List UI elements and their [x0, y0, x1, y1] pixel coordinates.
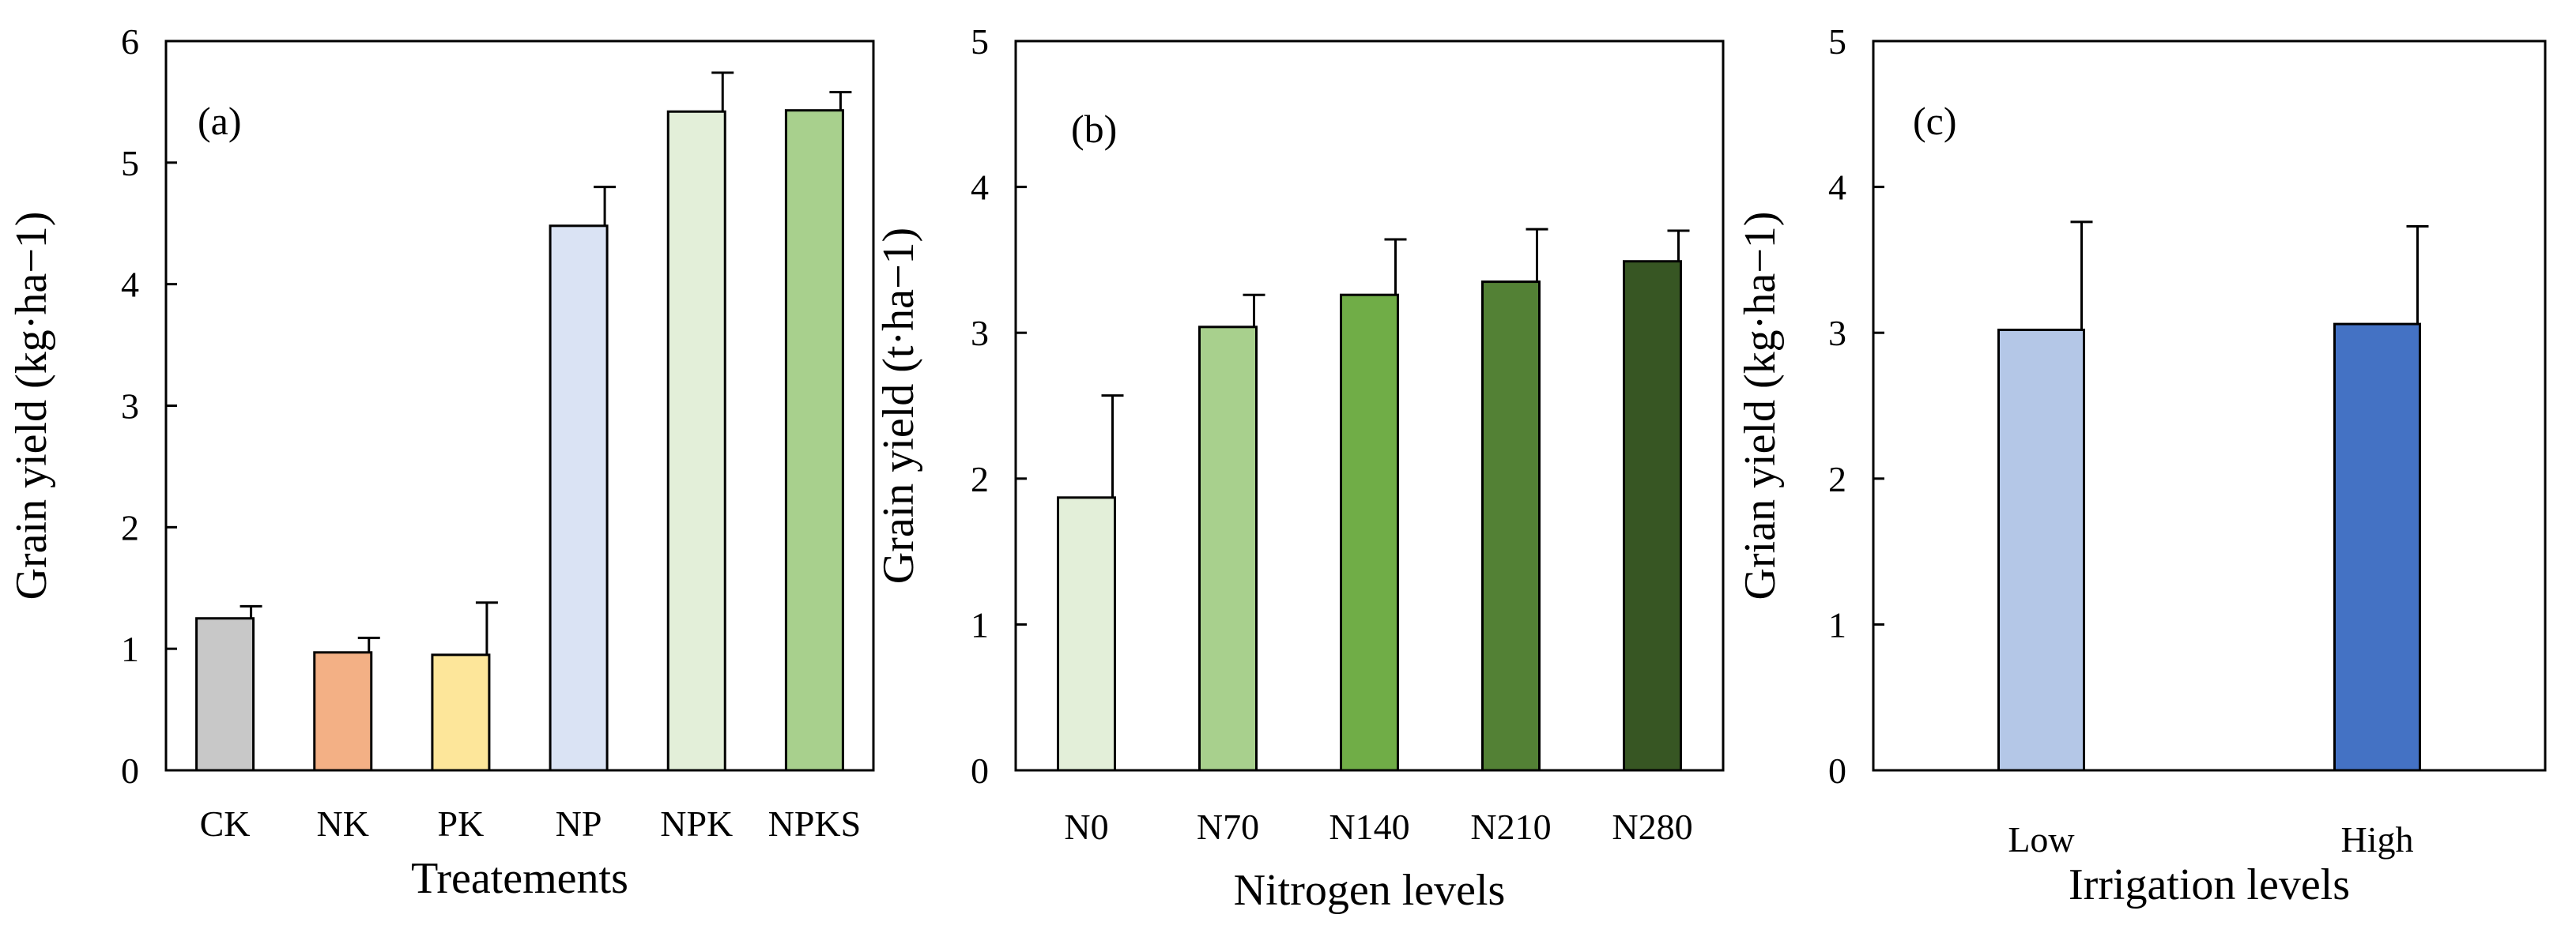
y-tick-label: 1 [971, 604, 989, 645]
x-tick-label: NPK [660, 803, 733, 844]
y-tick-label: 6 [121, 21, 139, 62]
panel-1: 0 1 2 3 4 5 6 CK NK PK NP NPK NPKS Treatements Grain y… [7, 21, 875, 903]
bar-np [549, 224, 609, 772]
panel-label: (c) [1913, 99, 1957, 143]
y-tick-label: 1 [1828, 604, 1846, 645]
x-tick-label: N140 [1329, 807, 1409, 847]
bar-n70 [1198, 326, 1258, 772]
x-axis-title: Nitrogen levels [1234, 866, 1506, 915]
x-tick-label: N70 [1197, 807, 1259, 847]
y-tick-label: 2 [121, 507, 139, 548]
panel-label: (a) [198, 99, 242, 143]
x-axis-title: Treatements [411, 854, 628, 903]
plot-frame [1014, 40, 1725, 772]
y-tick-label: 0 [121, 751, 139, 791]
y-tick-label: 0 [1828, 751, 1846, 791]
y-tick-label: 3 [121, 386, 139, 427]
plot-frame [1872, 40, 2547, 772]
bar-npks [784, 109, 844, 772]
y-tick-label: 3 [1828, 313, 1846, 353]
y-axis-title: Grain yield (t·ha−1) [874, 228, 923, 584]
panel-2: 0 1 2 3 4 5 N0 N70 N140 N210 N280 Nitrogen levels Gr… [874, 21, 1725, 915]
x-tick-label: PK [438, 803, 485, 844]
y-tick-label: 2 [1828, 459, 1846, 499]
y-tick-label: 5 [121, 143, 139, 183]
bar-ck [195, 617, 255, 772]
x-tick-label: Low [2008, 819, 2075, 860]
y-tick-label: 3 [971, 313, 989, 353]
y-axis-title: Grain yield (kg·ha−1) [7, 212, 56, 600]
bar-n140 [1340, 293, 1399, 772]
bar-low [1997, 329, 2085, 772]
y-tick-label: 5 [1828, 21, 1846, 62]
y-tick-label: 2 [971, 459, 989, 499]
x-axis-title: Irrigation levels [2069, 860, 2350, 909]
bar-nk [313, 651, 373, 772]
bar-n280 [1623, 260, 1682, 772]
x-tick-label: NPKS [768, 803, 862, 844]
x-tick-label: CK [200, 803, 251, 844]
bar-high [2333, 322, 2421, 772]
y-tick-label: 0 [971, 751, 989, 791]
bar-npk [666, 110, 726, 772]
y-tick-label: 4 [1828, 167, 1846, 208]
x-tick-label: NP [556, 803, 602, 844]
y-tick-label: 1 [121, 629, 139, 669]
y-tick-label: 4 [121, 265, 139, 305]
x-tick-label: N280 [1612, 807, 1692, 847]
bar-n210 [1481, 280, 1541, 772]
x-tick-label: N0 [1064, 807, 1108, 847]
bar-n0 [1057, 496, 1116, 772]
y-tick-label: 5 [971, 21, 989, 62]
bar-pk [431, 653, 491, 772]
y-tick-label: 4 [971, 167, 989, 208]
x-tick-label: N210 [1470, 807, 1551, 847]
x-tick-label: NK [317, 803, 369, 844]
y-axis-title: Grian yield (kg·ha−1) [1736, 212, 1785, 600]
x-tick-label: High [2341, 819, 2414, 860]
panel-label: (b) [1071, 107, 1117, 151]
plot-frame [164, 40, 875, 772]
